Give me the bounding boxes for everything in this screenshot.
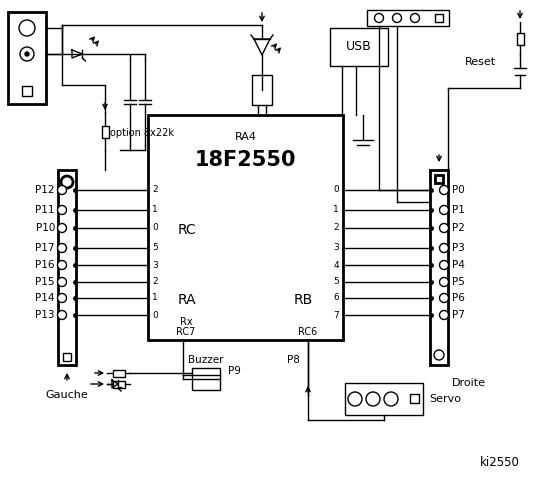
- Circle shape: [58, 261, 66, 269]
- Text: 0: 0: [333, 185, 339, 194]
- Text: P6: P6: [452, 293, 465, 303]
- Text: P14: P14: [35, 293, 55, 303]
- Text: 6: 6: [333, 293, 339, 302]
- Circle shape: [61, 176, 73, 188]
- Text: 2: 2: [152, 185, 158, 194]
- Text: Reset: Reset: [465, 57, 496, 67]
- Text: USB: USB: [346, 40, 372, 53]
- Text: P8: P8: [286, 355, 299, 365]
- Text: Rx: Rx: [180, 317, 192, 327]
- Text: 2: 2: [333, 224, 339, 232]
- Text: 1: 1: [152, 205, 158, 215]
- Text: Buzzer: Buzzer: [188, 355, 224, 365]
- Text: 4: 4: [333, 261, 339, 269]
- Text: ki2550: ki2550: [480, 456, 520, 468]
- Circle shape: [20, 47, 34, 61]
- Text: RB: RB: [294, 293, 313, 307]
- Bar: [22, 86, 32, 96]
- Circle shape: [440, 185, 448, 194]
- Circle shape: [440, 224, 448, 232]
- Text: 0: 0: [152, 311, 158, 320]
- Text: Servo: Servo: [429, 394, 461, 404]
- Circle shape: [384, 392, 398, 406]
- Circle shape: [440, 205, 448, 215]
- Text: P10: P10: [35, 223, 55, 233]
- Bar: [8, 12, 46, 104]
- Bar: [192, 368, 220, 390]
- Text: RC: RC: [178, 223, 197, 237]
- Circle shape: [58, 293, 66, 302]
- Circle shape: [19, 20, 35, 36]
- Circle shape: [440, 293, 448, 302]
- Bar: [252, 75, 272, 105]
- Text: P17: P17: [35, 243, 55, 253]
- Text: 5: 5: [333, 277, 339, 287]
- Text: RC7: RC7: [176, 327, 196, 337]
- Text: 1: 1: [152, 293, 158, 302]
- Circle shape: [58, 205, 66, 215]
- Text: P3: P3: [452, 243, 465, 253]
- Text: option 8x22k: option 8x22k: [110, 128, 174, 138]
- Text: 5: 5: [152, 243, 158, 252]
- Text: 3: 3: [152, 261, 158, 269]
- Bar: [435, 175, 443, 183]
- Bar: [435, 14, 443, 22]
- Text: 0: 0: [152, 224, 158, 232]
- Text: P12: P12: [35, 185, 55, 195]
- Circle shape: [440, 277, 448, 287]
- Text: P16: P16: [35, 260, 55, 270]
- Circle shape: [348, 392, 362, 406]
- Bar: [367, 10, 449, 26]
- Text: RC6: RC6: [299, 327, 317, 337]
- Bar: [112, 381, 124, 387]
- Bar: [345, 383, 423, 415]
- Bar: [410, 394, 419, 403]
- Circle shape: [58, 185, 66, 194]
- Text: P0: P0: [452, 185, 465, 195]
- Text: P4: P4: [452, 260, 465, 270]
- Bar: [330, 28, 388, 66]
- Text: P5: P5: [452, 277, 465, 287]
- Text: 7: 7: [333, 311, 339, 320]
- Bar: [102, 125, 108, 137]
- Circle shape: [25, 52, 29, 56]
- Text: 1: 1: [333, 205, 339, 215]
- Text: Gauche: Gauche: [46, 390, 88, 400]
- Text: 2: 2: [152, 277, 158, 287]
- Circle shape: [58, 243, 66, 252]
- Text: P15: P15: [35, 277, 55, 287]
- Circle shape: [440, 311, 448, 320]
- Text: RA4: RA4: [234, 132, 257, 142]
- Circle shape: [410, 13, 420, 23]
- Circle shape: [366, 392, 380, 406]
- Circle shape: [440, 243, 448, 252]
- Text: 3: 3: [333, 243, 339, 252]
- Circle shape: [434, 350, 444, 360]
- Bar: [430, 170, 448, 365]
- Bar: [517, 33, 524, 45]
- Text: P1: P1: [452, 205, 465, 215]
- Circle shape: [58, 277, 66, 287]
- Text: P13: P13: [35, 310, 55, 320]
- Circle shape: [58, 224, 66, 232]
- Bar: [63, 353, 71, 361]
- Text: P11: P11: [35, 205, 55, 215]
- Text: Droite: Droite: [452, 378, 486, 388]
- Text: P9: P9: [228, 366, 241, 376]
- Text: P7: P7: [452, 310, 465, 320]
- Text: P2: P2: [452, 223, 465, 233]
- Bar: [148, 115, 343, 340]
- Bar: [112, 370, 124, 376]
- Text: 18F2550: 18F2550: [195, 150, 296, 170]
- Circle shape: [374, 13, 383, 23]
- Circle shape: [440, 261, 448, 269]
- Circle shape: [58, 311, 66, 320]
- Circle shape: [393, 13, 401, 23]
- Bar: [58, 170, 76, 365]
- Text: RA: RA: [178, 293, 197, 307]
